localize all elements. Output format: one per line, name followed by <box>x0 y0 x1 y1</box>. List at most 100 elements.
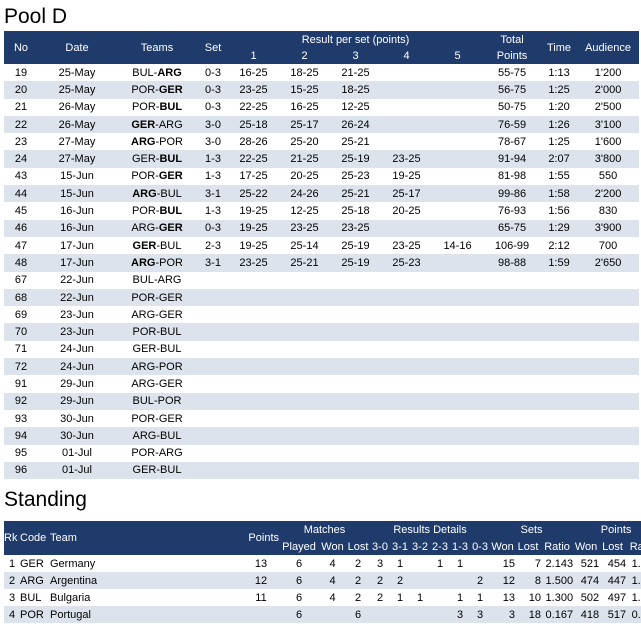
match-time: 1:59 <box>541 254 578 272</box>
match-audience: 700 <box>598 239 618 252</box>
st-rd-23 <box>430 606 450 624</box>
match-date: 15-Jun <box>60 170 94 183</box>
st-pts-lost: 447 <box>599 572 627 590</box>
st-team-header: Team <box>50 521 243 556</box>
st-points: 13 <box>254 557 268 570</box>
match-set2 <box>279 392 330 410</box>
st-pts-lost-header: Lost <box>599 538 627 556</box>
match-set4 <box>381 341 432 358</box>
match-set2 <box>279 288 330 307</box>
match-total: 50-75 <box>497 101 527 114</box>
match-set4: 25-17 <box>381 185 432 203</box>
st-pts-won: 521 <box>580 557 600 570</box>
match-teams: ARG-POR <box>116 133 198 150</box>
match-teams: POR-BUL <box>116 202 198 219</box>
st-rd-13-header: 1-3 <box>450 538 470 556</box>
match-row: 22 26-May GER-ARG 3-0 25-18 25-17 26-24 76-59 1:… <box>4 115 640 134</box>
pool-title: Pool D <box>4 5 68 28</box>
st-rd-13: 1 <box>456 591 464 604</box>
team-separator: - <box>153 66 158 79</box>
match-time: 2:07 <box>541 150 578 168</box>
match-total <box>483 272 541 289</box>
match-set5 <box>432 115 484 134</box>
st-results-details-header: Results Details <box>370 521 491 539</box>
match-date: 22-Jun <box>38 288 116 307</box>
match-audience: 2'000 <box>577 81 640 99</box>
standing-table: Rk Code Team Points Matches Results Deta… <box>4 521 641 624</box>
match-total <box>483 288 542 307</box>
match-time <box>541 375 577 392</box>
match-row: 71 24-Jun GER-BUL <box>4 341 639 358</box>
st-rank: 4 <box>4 606 20 624</box>
match-teams: GER-BUL <box>116 150 198 168</box>
match-total: 98-88 <box>483 254 542 272</box>
away-team: BUL <box>160 464 182 477</box>
st-rd-32-header: 3-2 <box>410 538 430 556</box>
home-team: GER <box>132 239 157 252</box>
team-separator: - <box>155 83 159 96</box>
match-date: 26-May <box>58 101 96 114</box>
match-total <box>483 392 542 410</box>
match-set4 <box>381 81 432 99</box>
match-set5 <box>432 323 484 341</box>
match-set5 <box>432 358 484 376</box>
match-teams: POR-GER <box>116 168 198 185</box>
match-set3: 21-25 <box>341 66 370 79</box>
st-code: BUL <box>20 591 42 604</box>
match-set1 <box>228 341 279 358</box>
match-set-score: 1-3 <box>205 170 221 183</box>
match-row: 96 01-Jul GER-BUL <box>4 461 640 480</box>
match-set2 <box>279 306 330 323</box>
match-time: 1:25 <box>541 81 578 99</box>
match-total: 99-86 <box>483 185 542 203</box>
st-rd-32 <box>410 572 430 590</box>
team-separator: - <box>155 377 159 390</box>
st-pts-won: 474 <box>573 572 600 590</box>
match-no: 48 <box>4 254 38 272</box>
match-set-score <box>198 410 228 427</box>
away-team: BUL <box>160 343 182 356</box>
match-set-score: 0-3 <box>198 219 228 237</box>
st-played: 6 <box>295 557 303 570</box>
st-rd-32 <box>410 555 430 572</box>
st-rank: 1 <box>8 557 16 570</box>
st-rd-30: 2 <box>370 572 390 590</box>
match-audience: 830 <box>598 205 618 218</box>
away-team: BUL <box>160 187 182 200</box>
match-set1: 19-25 <box>239 205 268 218</box>
match-time <box>541 410 577 427</box>
col-no-header: No <box>4 31 38 64</box>
match-set1: 22-25 <box>239 101 268 114</box>
match-set1: 19-25 <box>228 219 279 237</box>
match-set-score <box>198 288 228 307</box>
match-set5: 14-16 <box>443 239 472 252</box>
match-set3: 25-19 <box>330 150 381 168</box>
home-team: ARG <box>131 308 156 321</box>
st-sets-won-header: Won <box>490 538 516 556</box>
match-time <box>541 461 578 480</box>
match-row: 70 23-Jun POR-BUL <box>4 323 640 341</box>
team-separator: - <box>155 101 160 114</box>
match-set4 <box>381 219 432 237</box>
match-set1 <box>228 323 279 341</box>
team-separator: - <box>156 187 161 200</box>
match-set1: 25-18 <box>228 115 279 134</box>
st-code: ARG <box>20 572 50 590</box>
match-no: 71 <box>14 343 28 356</box>
match-set2: 16-25 <box>290 101 319 114</box>
st-points <box>243 606 279 624</box>
match-set-score: 3-1 <box>198 185 228 203</box>
match-set4 <box>381 133 432 150</box>
match-set4 <box>381 461 432 480</box>
st-matches-header: Matches <box>279 521 370 539</box>
st-points: 12 <box>243 572 279 590</box>
match-set4 <box>381 323 432 341</box>
match-total <box>483 306 541 323</box>
match-row: 92 29-Jun BUL-POR <box>4 392 640 410</box>
match-total: 65-75 <box>483 219 542 237</box>
team-separator: - <box>155 308 159 321</box>
match-set2: 12-25 <box>290 205 319 218</box>
col-teams-header: Teams <box>116 31 198 64</box>
team-separator: - <box>153 395 158 408</box>
match-set5 <box>432 168 483 185</box>
